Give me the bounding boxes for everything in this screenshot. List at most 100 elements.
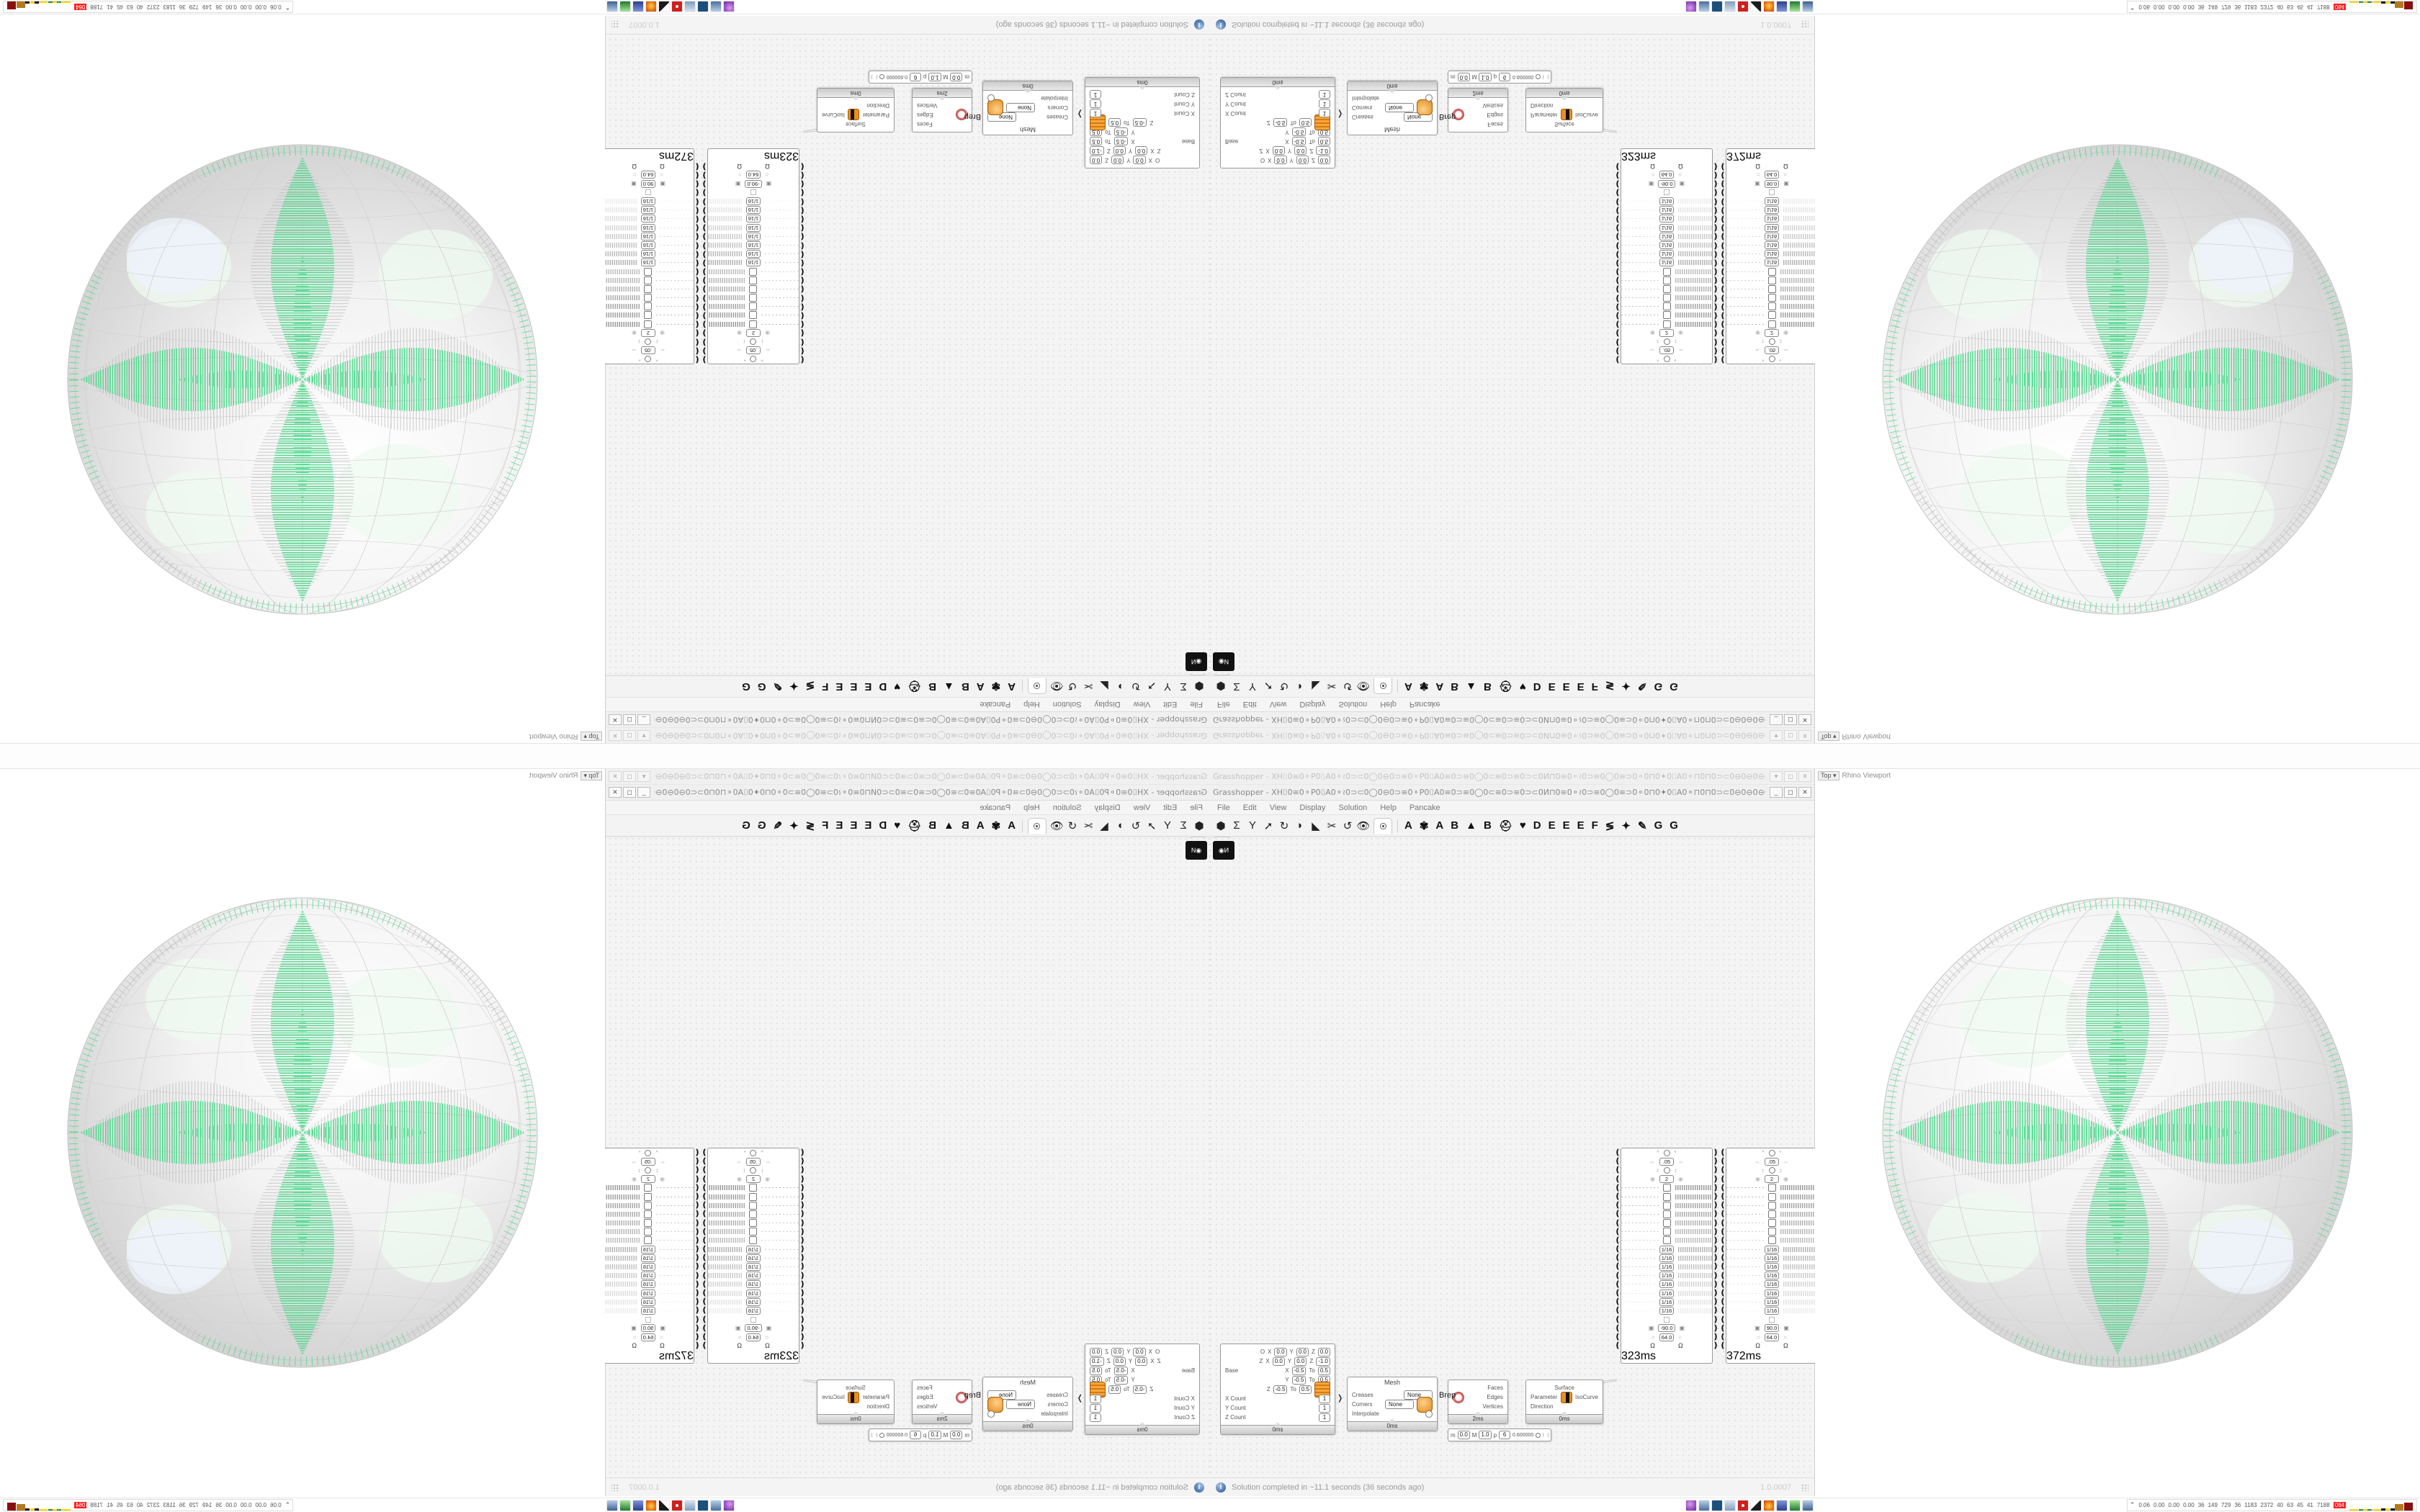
canvas-widget-tab[interactable]: ◉И — [1213, 841, 1234, 860]
slider-precision[interactable]: 6 — [909, 1431, 921, 1439]
grasshopper-outer-titlebar[interactable]: Grasshopper - XH⌷0≡0⚬P0⌷A0⚬≀0⊃⊂0◯0⊖0⊃≡0⚬… — [606, 769, 1210, 785]
sets-wye-icon[interactable]: Y — [1248, 680, 1256, 693]
tall-row[interactable]: 1/16 — [602, 206, 694, 215]
maximize-button[interactable]: ◻ — [623, 787, 636, 798]
tall-output-port[interactable]: ❫ — [1712, 328, 1719, 338]
tall-input-port[interactable]: ❪ — [694, 293, 701, 302]
minimize-button[interactable]: _ — [637, 714, 650, 725]
tall-row[interactable]: ◉ 2 ◉ — [632, 1175, 665, 1184]
tall-row[interactable]: ⇔ .05 ⇔ — [736, 346, 771, 355]
ribbon-icon-13[interactable]: ≶ — [805, 680, 815, 693]
tall-row[interactable] — [603, 284, 694, 293]
tall-input-port[interactable]: ❪ — [799, 240, 806, 250]
tall-output-port[interactable]: ❫ — [701, 1315, 708, 1324]
tall-input-port[interactable]: ❪ — [799, 197, 806, 206]
tall-checkbox[interactable] — [1662, 267, 1671, 276]
ribbon-icon-5[interactable]: B — [928, 819, 937, 832]
tall-checkbox[interactable] — [644, 1184, 653, 1192]
ribbon-icon-1[interactable]: ✾ — [1419, 819, 1429, 832]
tall-toggle[interactable] — [645, 338, 652, 346]
tall-row[interactable]: 1/16 — [707, 1297, 799, 1306]
tall-row[interactable] — [708, 1192, 799, 1201]
outer-maximize-button[interactable]: ◻ — [1784, 771, 1797, 782]
resize-grip[interactable] — [611, 21, 619, 29]
tall-checkbox[interactable] — [644, 294, 653, 302]
ribbon-icon-16[interactable]: G — [757, 680, 766, 693]
tall-output-port[interactable]: ❫ — [701, 1245, 708, 1254]
tall-row[interactable]: 1/16 — [602, 1289, 694, 1297]
tall-row[interactable] — [603, 320, 694, 328]
tall-input-port[interactable]: ❪ — [1614, 1183, 1621, 1192]
tall-input-port[interactable]: ❪ — [799, 205, 806, 215]
tall-output-port[interactable]: ❫ — [701, 1218, 708, 1228]
tall-input-port[interactable]: ❪ — [1719, 1148, 1726, 1157]
tall-output-port[interactable]: ❫ — [1712, 1341, 1719, 1351]
tall-fraction[interactable]: 1/16 — [640, 1289, 656, 1297]
tall-checkbox[interactable] — [644, 320, 653, 328]
box-ycount-value[interactable]: 1 — [1090, 1403, 1101, 1413]
menu-item-edit[interactable]: Edit — [1163, 700, 1178, 709]
tall-checkbox[interactable] — [749, 1228, 758, 1236]
tall-row[interactable]: 1/16 — [602, 1272, 694, 1280]
tall-output-port[interactable]: ❫ — [1712, 249, 1719, 258]
tall-row[interactable]: ^ * — [743, 356, 763, 363]
chevron-up-icon[interactable]: ⌃ — [284, 1501, 291, 1508]
tall-checkbox[interactable] — [1767, 302, 1776, 311]
tall-input-port[interactable]: ❪ — [694, 1271, 701, 1280]
tall-row[interactable]: 1/16 — [1726, 1306, 1818, 1315]
tall-fraction[interactable]: 1/16 — [1659, 1245, 1675, 1254]
menu-item-display[interactable]: Display — [1299, 700, 1326, 709]
ribbon-icon-8[interactable]: D — [1533, 819, 1541, 832]
box-zaxis-x[interactable]: 0.0 — [1135, 1356, 1148, 1366]
tall-input-port[interactable]: ❪ — [799, 1183, 806, 1192]
tall-row[interactable]: 1/16 — [602, 215, 694, 223]
tall-row[interactable]: ▣ -90.0 ▣ — [1648, 179, 1685, 188]
tall-checkbox[interactable] — [1662, 1184, 1671, 1192]
tall-row[interactable]: 1/16 — [1621, 1306, 1713, 1315]
tall-fraction[interactable]: 1/16 — [745, 240, 761, 249]
tall-input-port[interactable]: ❪ — [1614, 1254, 1621, 1263]
ribbon-icon-10[interactable]: E — [1562, 819, 1570, 832]
tall-row[interactable]: ^ * — [1657, 1149, 1677, 1156]
ribbon-icon-3[interactable]: B — [1451, 819, 1459, 832]
tall-checkbox[interactable] — [644, 1236, 653, 1245]
tall-input-port[interactable]: ❪ — [1614, 249, 1621, 258]
tall-output-port[interactable]: ❫ — [1712, 1174, 1719, 1184]
tall-output-port[interactable]: ❫ — [701, 302, 708, 311]
taskbar-app-2[interactable] — [710, 1, 722, 13]
tall-row[interactable] — [1726, 1228, 1817, 1236]
grasshopper-titlebar[interactable]: Grasshopper - XH⌷0≡0⚬P0⌷A0⚬≀0⊃⊂0◯0⊖0⊃≡0⚬… — [1210, 785, 1814, 801]
tall-input-port[interactable]: ❪ — [694, 276, 701, 285]
transform-rotate-icon[interactable]: ↺ — [1343, 680, 1353, 693]
params-hexagon-icon[interactable]: ⬢ — [1194, 819, 1204, 832]
tall-fraction[interactable]: 1/16 — [640, 1280, 656, 1289]
tall-checkbox[interactable] — [749, 1184, 758, 1192]
canvas-widget-tab[interactable]: ◉И — [1186, 841, 1207, 860]
outer-minimize-button[interactable]: ▾ — [637, 771, 650, 782]
tall-row[interactable] — [1621, 188, 1712, 197]
gh-component-isocurve[interactable]: Surface Parameter IsoCurve Direction — [817, 1380, 895, 1424]
taskbar-monitor[interactable] — [1802, 1, 1814, 13]
tall-row[interactable]: 1/16 — [602, 1280, 694, 1289]
viewport-view-dropdown[interactable]: Top ▾ — [1818, 771, 1839, 780]
tall-value[interactable]: 2 — [746, 328, 761, 337]
tall-row[interactable]: 1/16 — [1621, 250, 1713, 258]
tall-input-port[interactable]: ❪ — [694, 1323, 701, 1333]
tall-fraction[interactable]: 1/16 — [1659, 1272, 1675, 1280]
tall-square[interactable] — [750, 189, 756, 196]
tall-row[interactable] — [603, 1184, 694, 1192]
tall-row[interactable]: ^ * — [743, 1149, 763, 1156]
tall-fraction[interactable]: 1/16 — [1764, 215, 1780, 223]
tall-row[interactable]: ▣ -90.0 ▣ — [735, 179, 772, 188]
ribbon-icon-14[interactable]: ✦ — [789, 680, 799, 693]
tall-row[interactable]: ⇔ .05 ⇔ — [1649, 346, 1684, 355]
ribbon-icon-12[interactable]: F — [822, 680, 829, 693]
grasshopper-canvas[interactable]: O X 0.0 Y 0.0 Z 0.0 Z X 0.0 Y — [1210, 35, 1824, 674]
ribbon-icon-11[interactable]: E — [1577, 819, 1585, 832]
tall-output-port[interactable]: ❫ — [1712, 1218, 1719, 1228]
tall-input-port[interactable]: ❪ — [1719, 267, 1726, 276]
tall-fraction[interactable]: 1/16 — [640, 232, 656, 240]
tall-row[interactable] — [1726, 284, 1817, 293]
